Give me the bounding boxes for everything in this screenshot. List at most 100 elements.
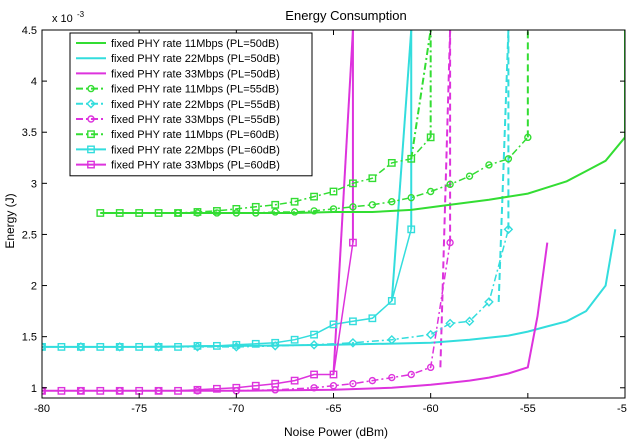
data-point xyxy=(349,379,357,388)
data-point xyxy=(349,238,357,247)
legend-marker xyxy=(87,130,95,139)
data-point xyxy=(368,376,377,385)
data-point xyxy=(174,209,182,217)
series-5 xyxy=(42,238,454,395)
data-point xyxy=(135,209,144,217)
legend-entry-3: fixed PHY rate 11Mbps (PL=55dB) xyxy=(76,84,279,96)
legend-entry-4: fixed PHY rate 22Mbps (PL=55dB) xyxy=(76,99,280,111)
data-point xyxy=(271,338,280,347)
series-line-7 xyxy=(42,229,412,348)
data-point xyxy=(407,225,416,234)
data-point xyxy=(329,205,338,213)
data-point xyxy=(57,386,66,395)
data-point xyxy=(232,209,241,217)
data-point xyxy=(174,386,182,395)
legend-label: fixed PHY rate 22Mbps (PL=50dB) xyxy=(111,53,280,65)
x-tick-label: -65 xyxy=(326,403,342,415)
series-6 xyxy=(96,133,435,217)
data-point xyxy=(154,342,163,351)
data-point xyxy=(446,180,454,189)
data-point xyxy=(329,370,338,379)
legend-marker xyxy=(86,99,96,109)
data-point xyxy=(42,386,46,395)
jump-segment-11 xyxy=(410,30,432,159)
data-point xyxy=(76,342,85,351)
jump-segment-13 xyxy=(497,30,510,302)
chart-title: Energy Consumption xyxy=(285,8,406,23)
legend-entry-1: fixed PHY rate 22Mbps (PL=50dB) xyxy=(76,53,280,65)
data-point xyxy=(407,154,416,163)
data-point xyxy=(388,373,396,382)
data-point xyxy=(465,172,474,180)
data-point xyxy=(76,386,85,395)
axes: -80 -75 -70 -65 -60 -55 -50 1 1.5 2 2.5 3 3.5 4 4.5 xyxy=(22,25,627,415)
data-point xyxy=(310,207,318,215)
data-point xyxy=(388,198,396,206)
y-tick-label: 4.5 xyxy=(22,25,37,37)
x-tick-label: -70 xyxy=(228,403,244,415)
data-point xyxy=(310,370,318,379)
data-point xyxy=(174,342,182,351)
data-point xyxy=(329,187,338,196)
legend-label: fixed PHY rate 33Mbps (PL=50dB) xyxy=(111,68,280,80)
plot-area xyxy=(42,30,625,395)
data-point xyxy=(349,179,357,188)
data-point xyxy=(57,342,66,351)
data-point xyxy=(349,203,357,211)
series-7 xyxy=(42,225,416,351)
data-point xyxy=(212,341,221,350)
legend-entry-7: fixed PHY rate 22Mbps (PL=60dB) xyxy=(76,144,280,156)
data-point xyxy=(290,197,299,206)
data-point xyxy=(368,174,377,183)
data-point xyxy=(232,204,241,213)
jump-segment-10 xyxy=(390,30,413,301)
y-exponent-power: -3 xyxy=(77,10,85,19)
legend-label: fixed PHY rate 33Mbps (PL=60dB) xyxy=(111,160,280,172)
data-point xyxy=(426,363,435,372)
y-tick-label: 4 xyxy=(31,76,37,88)
data-point xyxy=(445,318,455,329)
data-point xyxy=(115,342,124,351)
legend-entry-0: fixed PHY rate 11Mbps (PL=50dB) xyxy=(76,38,279,50)
jump-segment-12 xyxy=(439,30,452,368)
legend-entry-6: fixed PHY rate 11Mbps (PL=60dB) xyxy=(76,129,279,141)
legend-label: fixed PHY rate 11Mbps (PL=50dB) xyxy=(111,38,279,50)
x-tick-label: -80 xyxy=(34,403,50,415)
legend-marker xyxy=(87,84,95,93)
series-line-5 xyxy=(42,242,451,392)
data-point xyxy=(42,342,46,351)
data-point xyxy=(503,224,514,235)
data-point xyxy=(154,209,163,217)
legend-label: fixed PHY rate 11Mbps (PL=60dB) xyxy=(111,129,279,141)
legend-label: fixed PHY rate 33Mbps (PL=55dB) xyxy=(111,114,280,126)
data-point xyxy=(407,370,415,379)
data-point xyxy=(96,342,105,351)
data-point xyxy=(212,384,221,393)
series-line-8 xyxy=(42,242,354,392)
data-point xyxy=(524,133,532,142)
data-point xyxy=(484,297,494,307)
data-point xyxy=(329,320,338,329)
data-point xyxy=(271,379,280,388)
y-exponent-base: x 10 xyxy=(52,13,73,25)
data-point xyxy=(96,386,105,395)
data-point xyxy=(115,386,124,395)
data-point xyxy=(368,314,377,323)
y-axis-label: Energy (J) xyxy=(3,193,17,248)
data-point xyxy=(212,207,221,215)
y-tick-label: 3 xyxy=(31,178,37,190)
data-point xyxy=(290,335,299,344)
data-point xyxy=(251,339,260,348)
legend-label: fixed PHY rate 22Mbps (PL=55dB) xyxy=(111,99,280,111)
legend-label: fixed PHY rate 11Mbps (PL=55dB) xyxy=(111,84,279,96)
data-point xyxy=(310,330,318,339)
legend: fixed PHY rate 11Mbps (PL=50dB) fixed PHY… xyxy=(69,32,313,177)
x-tick-label: -55 xyxy=(520,403,536,415)
series-8 xyxy=(42,238,357,395)
legend-label: fixed PHY rate 22Mbps (PL=60dB) xyxy=(111,144,280,156)
data-point xyxy=(232,383,241,392)
data-point xyxy=(290,208,299,216)
series-1 xyxy=(42,229,617,348)
y-axis-exponent: x 10 -3 xyxy=(52,10,85,25)
series-line-4 xyxy=(42,229,510,348)
